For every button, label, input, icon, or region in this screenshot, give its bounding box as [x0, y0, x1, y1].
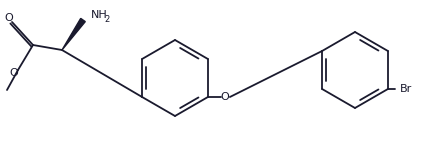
Text: O: O: [10, 68, 18, 78]
Text: O: O: [5, 13, 13, 23]
Text: O: O: [220, 92, 229, 102]
Text: Br: Br: [400, 84, 412, 94]
Text: NH: NH: [91, 10, 108, 20]
Text: 2: 2: [104, 15, 109, 24]
Polygon shape: [62, 18, 85, 50]
